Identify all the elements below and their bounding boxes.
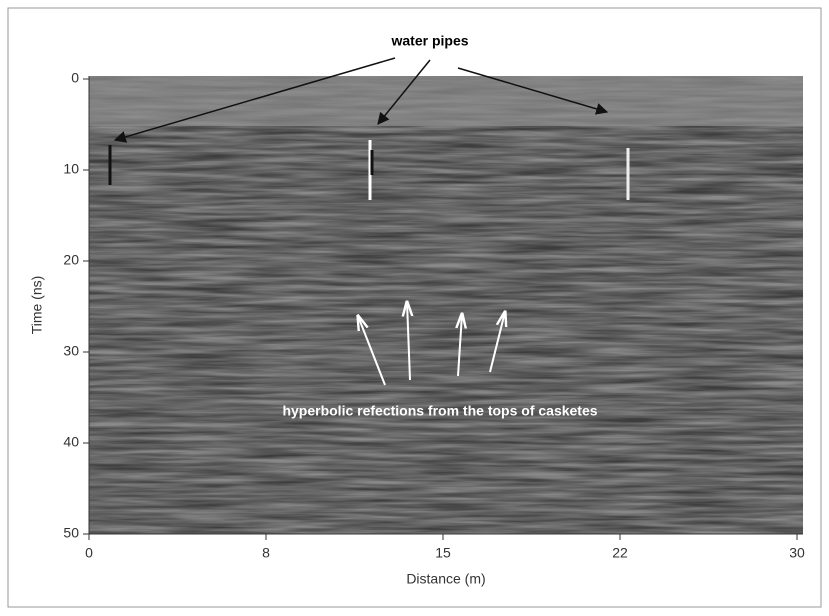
- x-tick-label: 22: [612, 545, 628, 561]
- x-tick-label: 8: [262, 545, 270, 561]
- y-tick-label: 50: [63, 525, 79, 541]
- y-tick-label: 10: [63, 161, 79, 177]
- annotation: water pipes: [390, 33, 468, 49]
- y-tick-label: 20: [63, 252, 79, 268]
- radargram-image: [89, 76, 803, 534]
- x-axis-title: Distance (m): [406, 571, 485, 587]
- annotation-arrows: [358, 302, 505, 386]
- annotation: hyperbolic refections from the tops of c…: [282, 403, 597, 419]
- y-tick-label: 40: [63, 434, 79, 450]
- y-tick-label: 30: [63, 343, 79, 359]
- x-tick-label: 0: [85, 545, 93, 561]
- y-tick-label: 0: [71, 70, 79, 86]
- x-tick-label: 15: [435, 545, 451, 561]
- y-axis-title: Time (ns): [29, 276, 45, 335]
- x-tick-label: 30: [789, 545, 805, 561]
- annotation-arrows: [113, 57, 609, 143]
